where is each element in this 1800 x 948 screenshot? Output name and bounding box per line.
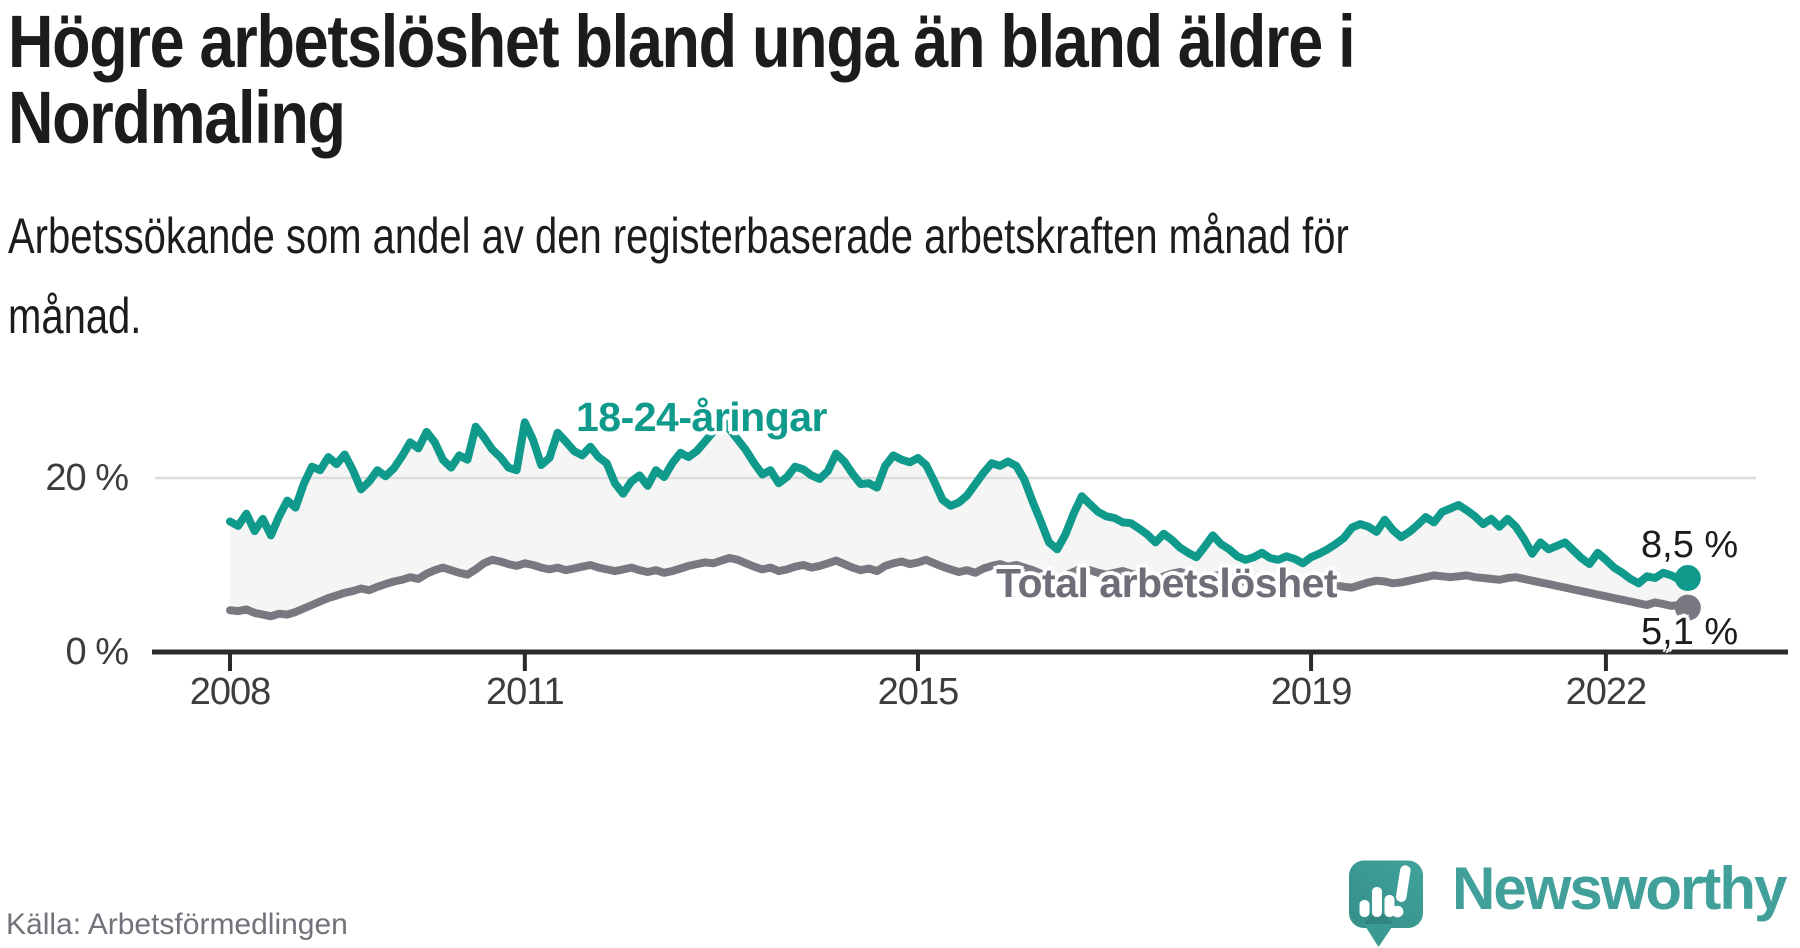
- x-axis-ticks: [228, 652, 1608, 671]
- series-label-total: Total arbetslöshet: [996, 560, 1338, 606]
- title-line-1: Högre arbetslöshet bland unga än bland ä…: [8, 0, 1356, 83]
- newsworthy-wordmark: Newsworthy: [1452, 855, 1787, 922]
- y-axis-label-0: 0 %: [65, 631, 129, 673]
- page-title: Högre arbetslöshet bland unga än bland ä…: [8, 0, 1356, 159]
- chart-subtitle: Arbetssökande som andel av den registerb…: [8, 196, 1349, 356]
- newsworthy-logo-icon: [1349, 860, 1423, 947]
- x-axis-label-2019: 2019: [1270, 671, 1353, 713]
- area-between-series: [230, 418, 1688, 617]
- subtitle-line-2: månad.: [8, 288, 142, 344]
- total-series-end-dot: [1674, 594, 1701, 621]
- source-note: Källa: Arbetsförmedlingen: [6, 908, 348, 941]
- youth-series-end-dot: [1674, 565, 1701, 592]
- x-axis-label-2022: 2022: [1565, 671, 1648, 713]
- y-axis-label-20: 20 %: [45, 457, 129, 499]
- bar-chart-glyph: [1359, 865, 1411, 918]
- subtitle-line-1: Arbetssökande som andel av den registerb…: [8, 208, 1349, 264]
- x-axis-label-2008: 2008: [189, 671, 272, 713]
- x-axis-label-2011: 2011: [485, 671, 565, 713]
- end-value-total: 5,1 %: [1641, 611, 1739, 653]
- youth-unemployment-line: [226, 414, 1692, 588]
- end-value-young: 8,5 %: [1641, 524, 1739, 566]
- series-label-young: 18-24-åringar: [576, 394, 828, 440]
- total-unemployment-line: [226, 554, 1692, 621]
- title-line-2: Nordmaling: [8, 76, 346, 159]
- exclamation-glyph: [1391, 865, 1411, 918]
- x-axis-label-2015: 2015: [877, 671, 960, 713]
